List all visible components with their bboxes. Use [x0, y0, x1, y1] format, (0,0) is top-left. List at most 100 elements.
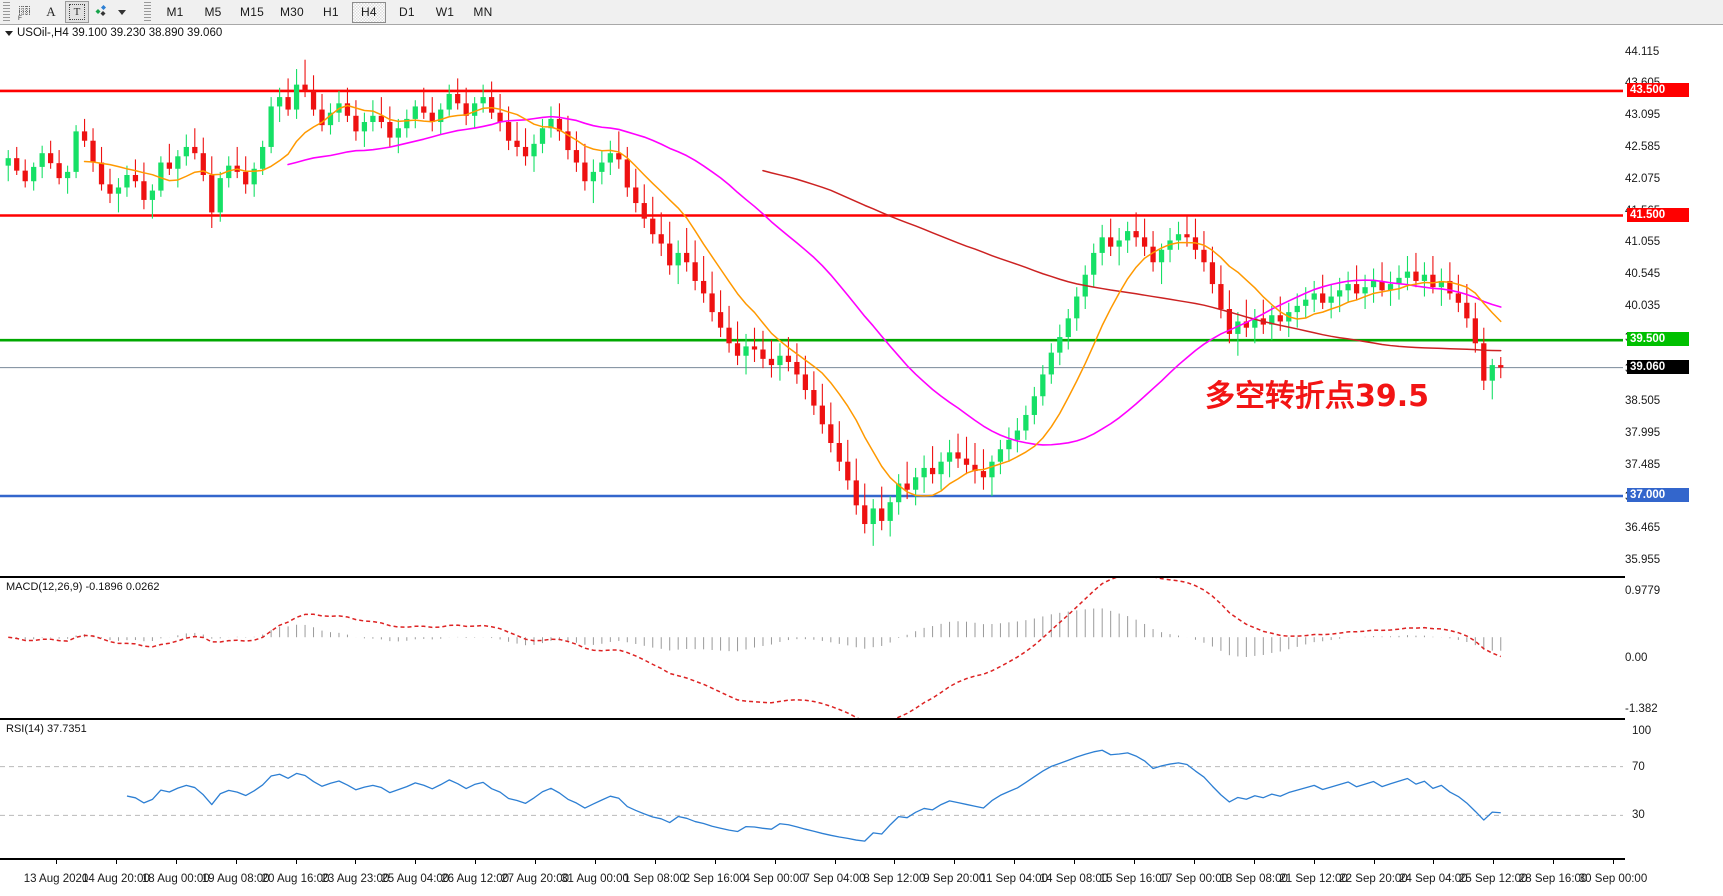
indicators-dropdown-icon[interactable] — [115, 1, 129, 23]
macd-tick: -1.382 — [1625, 703, 1658, 715]
time-tick: 9 Sep 20:00 — [923, 873, 986, 885]
price-tag-support-3700[interactable]: 37.000 — [1627, 488, 1689, 502]
chart-title-bar: USOil-,H4 39.100 39.230 38.890 39.060 — [0, 25, 1723, 41]
time-tick: 28 Sep 16:00 — [1518, 873, 1588, 885]
macd-tick: 0.00 — [1625, 652, 1648, 665]
macd-histogram — [16, 608, 1502, 658]
time-notch — [535, 860, 537, 864]
timeframe-button-m1[interactable]: M1 — [166, 5, 184, 19]
price-tick: 36.465 — [1625, 522, 1661, 535]
price-tick: 43.095 — [1625, 109, 1661, 122]
timeframe-button-m30[interactable]: M30 — [279, 5, 304, 19]
moving-averages — [83, 104, 1502, 497]
timeframe-button-w1[interactable]: W1 — [435, 5, 455, 19]
rsi-tick: 70 — [1632, 761, 1645, 773]
chart-menu-chevron-down-icon[interactable] — [5, 30, 13, 36]
time-tick: 31 Aug 00:00 — [561, 873, 629, 885]
price-tick: 35.955 — [1625, 554, 1661, 567]
price-axis[interactable]: 44.11543.60543.09542.58542.07541.56541.0… — [1625, 41, 1723, 895]
time-notch — [595, 860, 596, 864]
price-tick: 44.115 — [1625, 45, 1660, 58]
chart-bottom-border — [0, 859, 1625, 861]
indicators-icon[interactable] — [91, 1, 113, 23]
time-notch — [1373, 860, 1375, 864]
timeframe-button-m5[interactable]: M5 — [204, 5, 222, 19]
price-tag-pivot-3950[interactable]: 39.500 — [1627, 332, 1689, 347]
timeframe-button-h4[interactable]: H4 — [351, 1, 386, 23]
time-tick: 2 Sep 16:00 — [683, 873, 746, 885]
time-notch — [475, 860, 477, 864]
time-tick: 18 Sep 08:00 — [1219, 873, 1288, 885]
toolbar-separator — [135, 2, 136, 22]
time-notch — [415, 860, 417, 864]
time-tick: 14 Aug 20:00 — [81, 873, 150, 885]
time-notch — [1433, 860, 1435, 864]
time-tick: 30 Sep 00:00 — [1578, 873, 1648, 885]
time-notch — [355, 860, 357, 864]
time-notch — [654, 860, 656, 864]
time-notch — [1074, 860, 1075, 864]
svg-text:F: F — [18, 15, 22, 21]
toolbar-grip-1[interactable] — [3, 1, 10, 23]
time-notch — [56, 860, 57, 864]
timeframe-button-mn[interactable]: MN — [473, 5, 493, 19]
price-tick: 40.545 — [1625, 268, 1661, 280]
macd-panel[interactable]: MACD(12,26,9) -0.1896 0.0262 — [0, 577, 1625, 719]
price-plot[interactable] — [0, 41, 1623, 576]
level-lines — [0, 89, 1623, 498]
toolbar-grip-2[interactable] — [144, 1, 151, 23]
timeframe-button-m15[interactable]: M15 — [240, 5, 264, 19]
time-tick: 21 Sep 12:00 — [1279, 873, 1348, 885]
time-notch — [1253, 860, 1255, 864]
rsi-panel[interactable]: RSI(14) 37.7351 — [0, 719, 1625, 859]
time-notch — [714, 860, 716, 864]
time-notch — [1133, 860, 1135, 864]
price-tag-current-3906[interactable]: 39.060 — [1627, 359, 1689, 374]
time-tick: 1 Sep 08:00 — [623, 873, 686, 885]
text-box-icon[interactable]: T — [65, 1, 89, 23]
chart-annotation-text[interactable]: 多空转折点39.5 — [1205, 379, 1430, 414]
time-tick: 17 Sep 00:00 — [1159, 873, 1229, 885]
time-tick: 19 Aug 08:00 — [201, 873, 270, 885]
time-tick: 7 Sep 04:00 — [803, 873, 866, 885]
time-tick: 18 Aug 00:00 — [141, 873, 210, 885]
time-notch — [834, 860, 836, 864]
price-tag-resistance-4350[interactable]: 43.500 — [1627, 82, 1689, 97]
time-tick: 15 Sep 16:00 — [1099, 873, 1169, 885]
time-tick: 22 Sep 20:00 — [1339, 873, 1408, 885]
time-notch — [115, 860, 117, 864]
time-tick: 26 Aug 12:00 — [441, 873, 510, 885]
timeframe-button-h1[interactable]: H1 — [323, 5, 339, 19]
time-notch — [1493, 860, 1495, 864]
rsi-tick: 100 — [1632, 725, 1652, 737]
time-axis[interactable]: 13 Aug 2020 14 Aug 20:00 18 Aug 00:00 19 Au… — [0, 860, 1647, 896]
crosshair-f-icon[interactable]: F — [13, 1, 37, 23]
price-panel[interactable]: 多空转折点39.5 — [0, 41, 1625, 577]
price-tick: 37.485 — [1625, 458, 1661, 471]
price-tick: 38.505 — [1625, 395, 1661, 408]
price-tick: 41.055 — [1625, 236, 1661, 249]
time-notch — [954, 860, 956, 864]
time-notch — [1553, 860, 1555, 864]
time-notch — [894, 860, 896, 864]
timeframe-group: M1 M5 M15 M30 H1 H4 D1 W1 MN — [156, 1, 502, 23]
time-tick: 24 Sep 04:00 — [1399, 873, 1468, 885]
time-notch — [774, 860, 776, 864]
text-label-glyph: A — [46, 4, 56, 19]
time-tick: 4 Sep 00:00 — [743, 873, 806, 885]
price-tag-resistance-4150[interactable]: 41.500 — [1627, 207, 1689, 222]
time-notch — [1613, 860, 1614, 864]
time-tick: 20 Aug 16:00 — [261, 873, 330, 885]
time-tick: 25 Aug 04:00 — [381, 873, 450, 885]
timeframe-button-d1[interactable]: D1 — [399, 5, 415, 19]
time-notch — [1313, 860, 1315, 864]
text-box-glyph: T — [69, 4, 85, 20]
macd-plot[interactable] — [0, 578, 1623, 718]
text-label-icon[interactable]: A — [39, 1, 63, 23]
chart-symbol-ohlc: USOil-,H4 39.100 39.230 38.890 39.060 — [17, 27, 223, 39]
time-tick: 14 Sep 08:00 — [1039, 873, 1109, 885]
rsi-plot[interactable] — [0, 720, 1623, 858]
time-notch — [295, 860, 297, 864]
time-notch — [175, 860, 177, 864]
